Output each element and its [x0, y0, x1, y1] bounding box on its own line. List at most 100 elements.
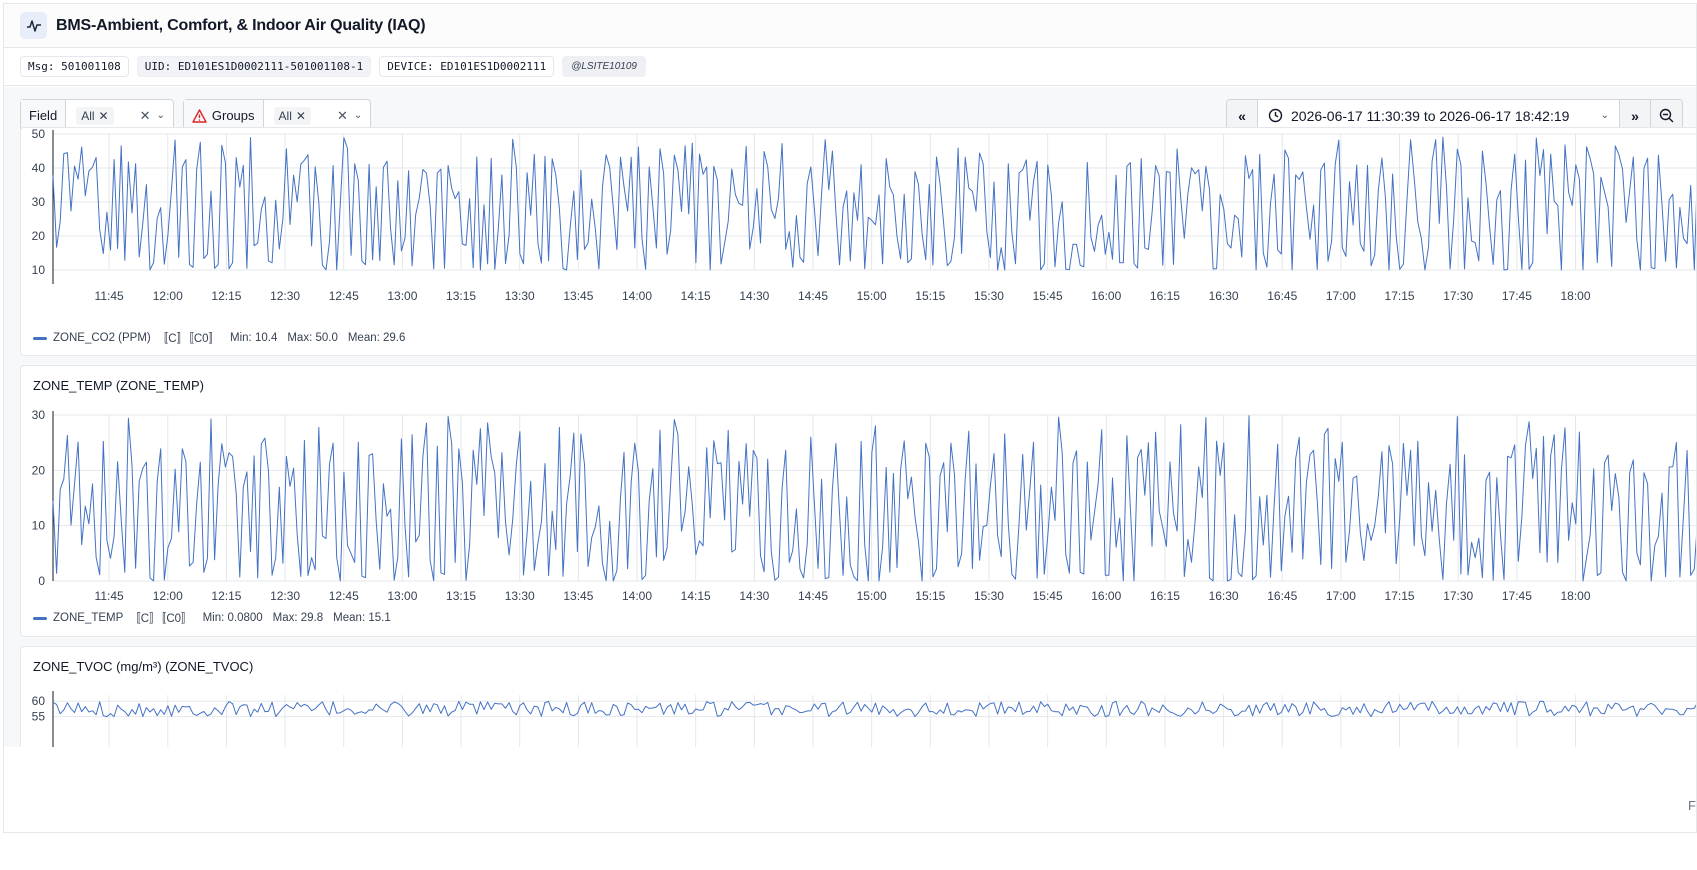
chevron-down-icon[interactable]: ⌄ — [156, 110, 165, 121]
x-tick-label: 11:45 — [95, 289, 124, 303]
y-tick-label: 30 — [32, 195, 46, 209]
app-window: BMS-Ambient, Comfort, & Indoor Air Quali… — [3, 3, 1697, 833]
x-tick-label: 11:45 — [95, 589, 124, 603]
x-tick-label: 13:45 — [563, 589, 593, 603]
warning-icon — [192, 108, 207, 123]
y-tick-label: 55 — [32, 710, 46, 724]
x-tick-label: 17:45 — [1502, 289, 1532, 303]
x-tick-label: 14:45 — [798, 589, 828, 603]
legend-series-name: ZONE_TEMP — [53, 612, 124, 624]
chevron-down-icon[interactable]: ⌄ — [353, 110, 363, 121]
x-tick-label: 14:00 — [622, 589, 652, 603]
time-range-picker[interactable]: 2026-06-17 11:30:39 to 2026-06-17 18:42:… — [1258, 100, 1620, 131]
device-chip: DEVICE: ED101ES1D0002111 — [379, 56, 555, 77]
x-tick-label: 12:45 — [329, 289, 359, 303]
groups-tag-all[interactable]: All ✕ — [273, 106, 311, 125]
zoom-out-icon — [1659, 108, 1674, 123]
dashboard-content: Field All ✕ ✕ ⌄ Groups — [4, 87, 1697, 747]
x-tick-label: 17:30 — [1443, 289, 1473, 303]
x-tick-label: 13:30 — [505, 289, 535, 303]
clock-icon — [1268, 108, 1283, 123]
y-tick-label: 60 — [32, 694, 46, 708]
co2-legend[interactable]: ZONE_CO2 (PPM) 〚C〛〚C0〛 Min: 10.4 Max: 50… — [33, 330, 405, 346]
x-tick-label: 13:00 — [387, 289, 417, 303]
x-tick-label: 12:30 — [270, 289, 300, 303]
field-filter[interactable]: Field All ✕ ✕ ⌄ — [20, 99, 174, 132]
x-tick-label: 13:30 — [505, 589, 535, 603]
legend-tags: 〚C〛〚C0〛 — [156, 333, 221, 345]
x-tick-label: 14:00 — [622, 289, 652, 303]
x-tick-label: 16:45 — [1267, 289, 1297, 303]
legend-swatch — [33, 336, 47, 340]
x-tick-label: 16:00 — [1091, 589, 1121, 603]
series-line[interactable] — [52, 700, 1697, 718]
y-tick-label: 20 — [32, 229, 46, 243]
site-chip: @LSITE10109 — [562, 56, 646, 77]
x-tick-label: 14:15 — [681, 589, 711, 603]
remove-tag-icon[interactable]: ✕ — [295, 108, 306, 123]
x-tick-label: 17:45 — [1502, 589, 1532, 603]
legend-swatch — [33, 616, 47, 620]
x-tick-label: 16:45 — [1267, 589, 1297, 603]
chart-title: ZONE_TVOC (mg/m³) (ZONE_TVOC) — [33, 659, 254, 674]
x-tick-label: 13:00 — [387, 589, 417, 603]
x-tick-label: 12:00 — [153, 589, 183, 603]
pulse-icon — [20, 12, 47, 39]
x-tick-label: 15:30 — [974, 289, 1004, 303]
temp-chart[interactable]: 0 10 20 30 11:45 12:00 12:15 12:30 12:45 13:00 13:… — [21, 406, 1697, 606]
x-tick-label: 12:00 — [153, 289, 183, 303]
x-tick-label: 14:30 — [739, 589, 769, 603]
y-tick-label: 10 — [32, 519, 46, 533]
clear-icon[interactable]: ✕ — [139, 107, 151, 123]
x-tick-label: 13:15 — [446, 589, 476, 603]
x-tick-label: 15:00 — [857, 589, 887, 603]
page-title: BMS-Ambient, Comfort, & Indoor Air Quali… — [56, 16, 426, 34]
legend-min: Min: 0.0800 — [202, 612, 263, 624]
y-tick-label: 20 — [32, 463, 46, 477]
groups-tag-label: All — [278, 108, 292, 123]
chevron-down-icon: ⌄ — [1600, 110, 1609, 121]
series-line[interactable] — [52, 136, 1697, 271]
legend-max: Max: 29.8 — [272, 612, 324, 624]
chart-panel-temp: ZONE_TEMP (ZONE_TEMP) 0 10 20 30 11:45 12:00 1… — [20, 365, 1697, 637]
x-tick-label: 16:15 — [1150, 289, 1180, 303]
y-tick-label: 10 — [32, 263, 46, 277]
remove-tag-icon[interactable]: ✕ — [98, 108, 109, 123]
x-tick-label: 12:15 — [211, 589, 241, 603]
chart-panel-co2: 10 20 30 40 50 11:45 12:00 12:15 12:30 12:45 13:00… — [20, 127, 1697, 356]
x-tick-label: 14:30 — [739, 289, 769, 303]
x-tick-label: 16:15 — [1150, 589, 1180, 603]
legend-tags: 〚C〛〚C0〛 — [129, 613, 193, 625]
x-tick-label: 14:15 — [681, 289, 711, 303]
legend-max: Max: 50.0 — [287, 332, 338, 344]
x-tick-label: 17:00 — [1326, 589, 1356, 603]
previous-range-button[interactable]: « — [1227, 100, 1258, 131]
meta-bar: Msg: 501001108 UID: ED101ES1D0002111-501… — [4, 48, 1696, 86]
footer-text: F — [1688, 798, 1696, 813]
x-tick-label: 13:45 — [563, 289, 593, 303]
x-tick-label: 18:00 — [1561, 589, 1591, 603]
x-tick-label: 14:45 — [798, 289, 828, 303]
x-tick-label: 17:00 — [1326, 289, 1356, 303]
x-tick-label: 16:30 — [1209, 289, 1239, 303]
clear-icon[interactable]: ✕ — [336, 107, 348, 123]
x-tick-label: 12:30 — [270, 589, 300, 603]
x-tick-label: 16:30 — [1209, 589, 1239, 603]
series-line[interactable] — [52, 415, 1697, 582]
y-tick-label: 0 — [38, 574, 45, 588]
groups-filter-text: Groups — [211, 108, 255, 123]
time-range-text: 2026-06-17 11:30:39 to 2026-06-17 18:42:… — [1291, 107, 1570, 124]
x-tick-label: 15:30 — [974, 589, 1004, 603]
next-range-button[interactable]: » — [1620, 100, 1651, 131]
temp-legend[interactable]: ZONE_TEMP 〚C〛〚C0〛 Min: 0.0800 Max: 29.8 … — [33, 610, 391, 626]
co2-chart[interactable]: 10 20 30 40 50 11:45 12:00 12:15 12:30 12:45 13:00… — [21, 128, 1697, 318]
y-tick-label: 50 — [32, 128, 46, 141]
y-tick-label: 30 — [32, 408, 46, 422]
zoom-out-button[interactable] — [1651, 100, 1682, 131]
msg-chip: Msg: 501001108 — [20, 56, 129, 77]
x-tick-label: 13:15 — [446, 289, 476, 303]
x-tick-label: 15:00 — [857, 289, 887, 303]
field-filter-label: Field — [21, 100, 67, 131]
field-tag-all[interactable]: All ✕ — [76, 106, 114, 125]
